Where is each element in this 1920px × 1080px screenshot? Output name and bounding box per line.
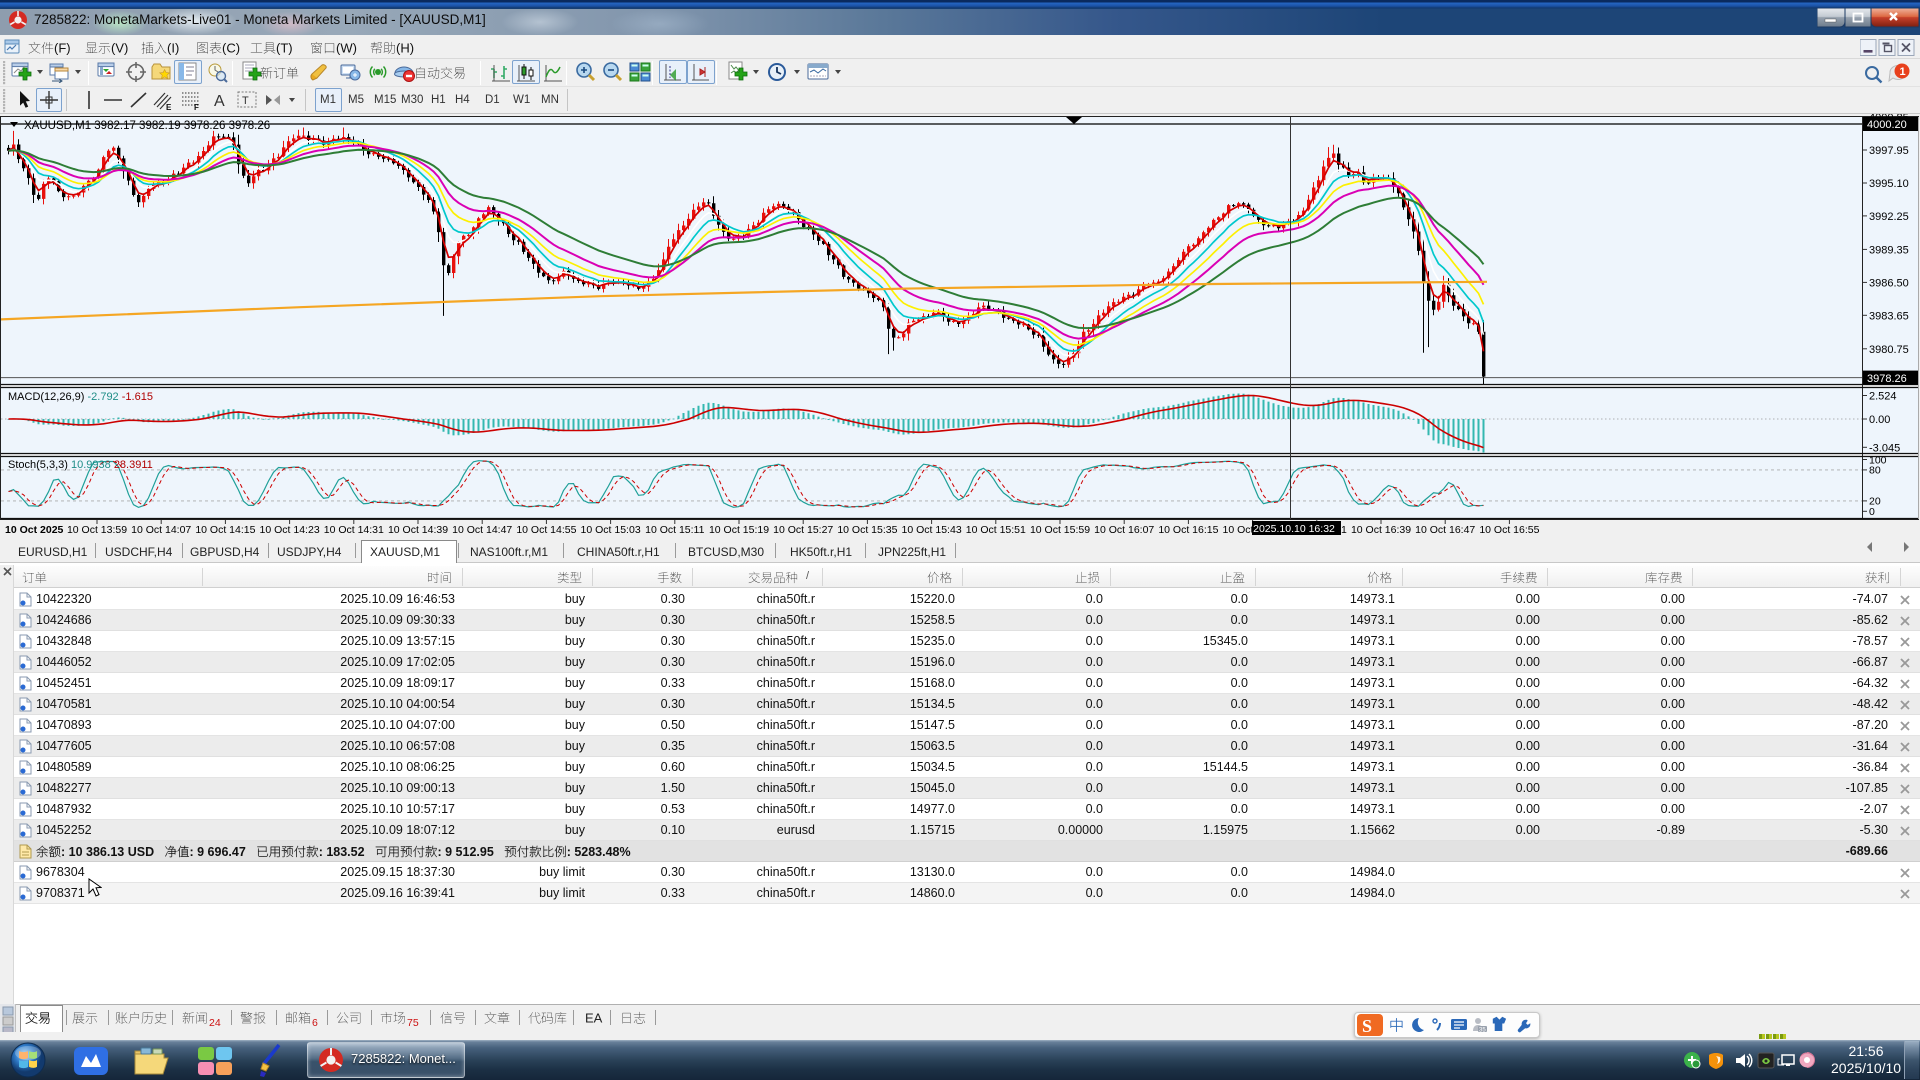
svg-text:0: 0 bbox=[1869, 506, 1875, 518]
svg-text:10 Oct 15:27: 10 Oct 15:27 bbox=[773, 524, 833, 536]
svg-text:10 Oct 16:47: 10 Oct 16:47 bbox=[1415, 524, 1475, 536]
svg-text:-3.045: -3.045 bbox=[1869, 443, 1900, 455]
svg-text:(F): (F) bbox=[54, 41, 71, 56]
svg-text:3980.75: 3980.75 bbox=[1869, 344, 1909, 356]
svg-text:T: T bbox=[242, 95, 249, 107]
svg-text:10 Oct 14:47: 10 Oct 14:47 bbox=[452, 524, 512, 536]
svg-text:80: 80 bbox=[1869, 465, 1881, 477]
svg-text:10 Oct 2025: 10 Oct 2025 bbox=[5, 524, 64, 536]
svg-text:10 Oct 15:11: 10 Oct 15:11 bbox=[645, 524, 705, 536]
svg-text:: 9 696.47: : 9 696.47 bbox=[190, 845, 246, 859]
svg-text:10 Oct 16:15: 10 Oct 16:15 bbox=[1158, 524, 1218, 536]
svg-text:10 Oct 16:07: 10 Oct 16:07 bbox=[1094, 524, 1154, 536]
svg-text:: 5283.48%: : 5283.48% bbox=[567, 845, 631, 859]
svg-text:10 Oct 15:35: 10 Oct 15:35 bbox=[837, 524, 897, 536]
svg-text:2025.10.10 16:32: 2025.10.10 16:32 bbox=[1253, 523, 1335, 535]
svg-text:4000.20: 4000.20 bbox=[1867, 119, 1907, 131]
svg-text:10 Oct 15:43: 10 Oct 15:43 bbox=[902, 524, 962, 536]
svg-text:(W): (W) bbox=[336, 41, 357, 56]
svg-text:10 Oct 14:07: 10 Oct 14:07 bbox=[131, 524, 191, 536]
svg-text:(V): (V) bbox=[111, 41, 128, 56]
svg-text:3978.26: 3978.26 bbox=[1867, 373, 1907, 385]
svg-text:10 Oct 15:19: 10 Oct 15:19 bbox=[709, 524, 769, 536]
svg-text:10 Oct 14:31: 10 Oct 14:31 bbox=[324, 524, 384, 536]
svg-text:: 9 512.95: : 9 512.95 bbox=[438, 845, 494, 859]
svg-text:3989.35: 3989.35 bbox=[1869, 245, 1909, 257]
svg-text:2.524: 2.524 bbox=[1869, 391, 1897, 403]
svg-text:10 Oct 15:03: 10 Oct 15:03 bbox=[581, 524, 641, 536]
svg-text:3992.25: 3992.25 bbox=[1869, 211, 1909, 223]
svg-text:35: 35 bbox=[1479, 1028, 1486, 1034]
svg-text:S: S bbox=[1362, 1016, 1372, 1036]
svg-text:10 Oct 16:55: 10 Oct 16:55 bbox=[1479, 524, 1539, 536]
svg-text:3986.50: 3986.50 bbox=[1869, 278, 1909, 290]
svg-text:MACD(12,26,9) -2.792 -1.615: MACD(12,26,9) -2.792 -1.615 bbox=[8, 391, 153, 403]
svg-text:10 Oct 16:39: 10 Oct 16:39 bbox=[1351, 524, 1411, 536]
svg-text:10 Oct 15:59: 10 Oct 15:59 bbox=[1030, 524, 1090, 536]
svg-text:F: F bbox=[194, 103, 199, 111]
svg-text:(I): (I) bbox=[167, 41, 179, 56]
svg-text:XAUUSD,M1 3982.17 3982.19 397: XAUUSD,M1 3982.17 3982.19 3978.26 3978.2… bbox=[24, 120, 270, 132]
svg-text:20: 20 bbox=[1869, 496, 1881, 508]
svg-text:Stoch(5,3,3) 10.9938 28.3911: Stoch(5,3,3) 10.9938 28.3911 bbox=[8, 459, 153, 471]
svg-text:(H): (H) bbox=[396, 41, 414, 56]
svg-text:: 183.52: : 183.52 bbox=[319, 845, 365, 859]
svg-text:EA: EA bbox=[585, 1011, 603, 1026]
svg-text:E: E bbox=[166, 103, 172, 111]
svg-text:3997.95: 3997.95 bbox=[1869, 145, 1909, 157]
svg-text:(C): (C) bbox=[222, 41, 240, 56]
svg-text:3983.65: 3983.65 bbox=[1869, 311, 1909, 323]
svg-text:10 Oct 14:23: 10 Oct 14:23 bbox=[260, 524, 320, 536]
svg-text:A: A bbox=[214, 93, 225, 110]
svg-text:0.00: 0.00 bbox=[1869, 414, 1890, 426]
svg-text:(T): (T) bbox=[276, 41, 293, 56]
svg-text:100: 100 bbox=[1869, 454, 1887, 466]
svg-text:3995.10: 3995.10 bbox=[1869, 178, 1909, 190]
svg-text:10 Oct 14:55: 10 Oct 14:55 bbox=[516, 524, 576, 536]
svg-text:10 Oct 15:51: 10 Oct 15:51 bbox=[966, 524, 1026, 536]
svg-text:1: 1 bbox=[1900, 66, 1906, 78]
svg-text:: 10 386.13 USD: : 10 386.13 USD bbox=[61, 845, 154, 859]
svg-text:10 Oct 14:15: 10 Oct 14:15 bbox=[195, 524, 255, 536]
svg-text:10 Oct 14:39: 10 Oct 14:39 bbox=[388, 524, 448, 536]
svg-text:10 Oct 13:59: 10 Oct 13:59 bbox=[67, 524, 127, 536]
